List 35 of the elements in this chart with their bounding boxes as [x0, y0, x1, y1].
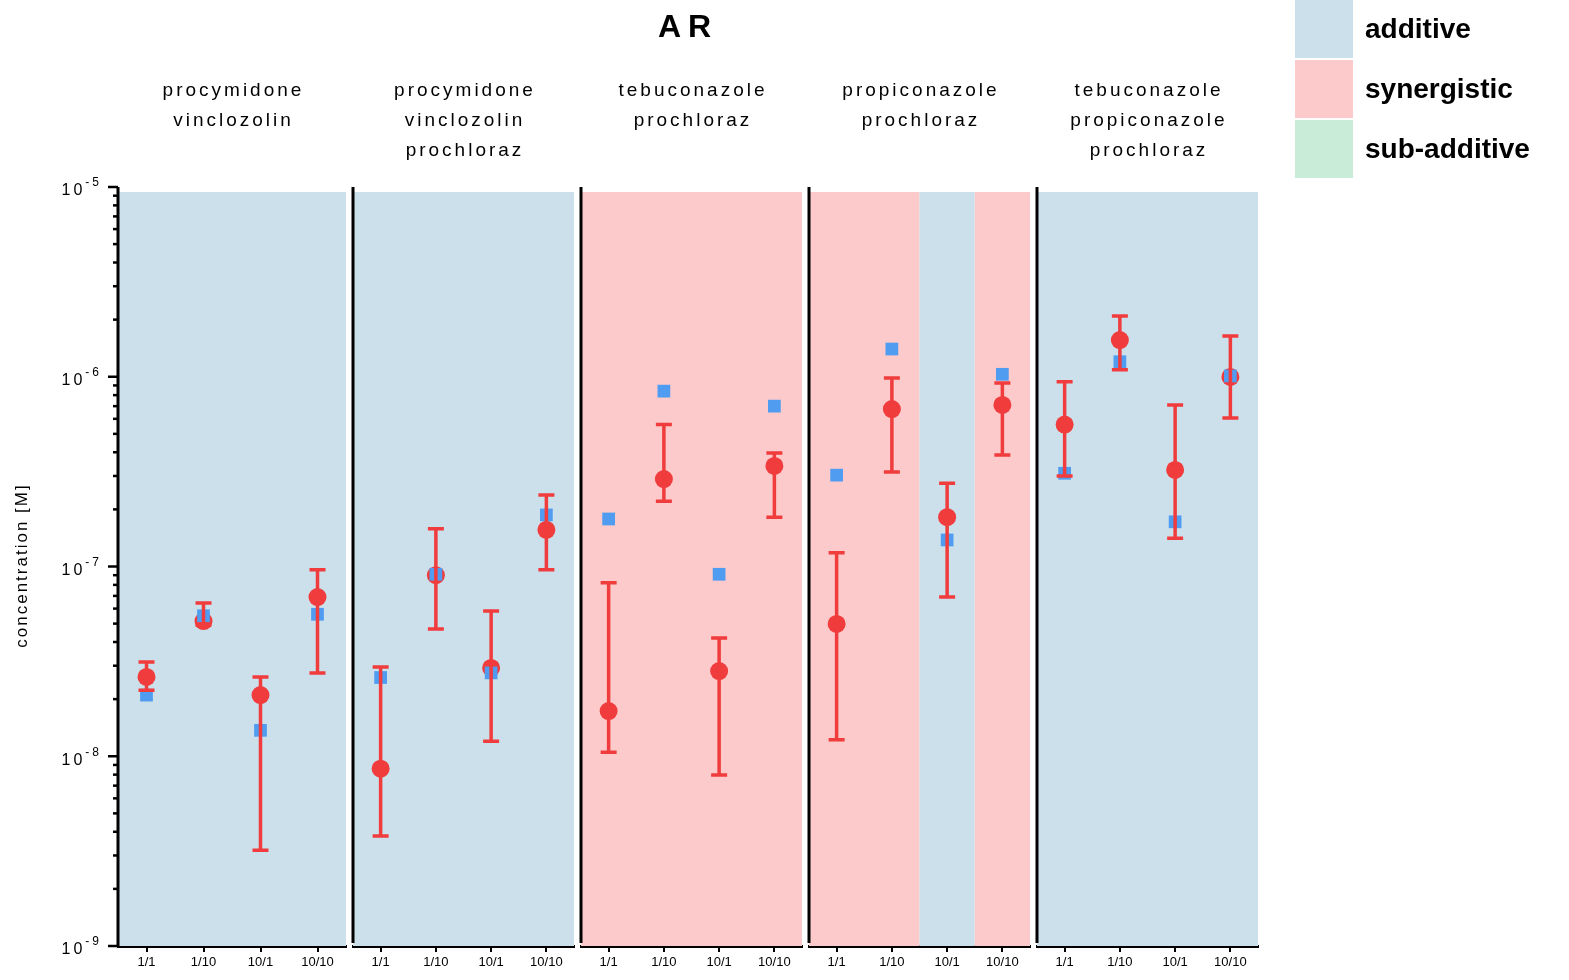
- chart-subtitle: procymidone vinclozolin: [162, 79, 305, 131]
- y-axis-title: concentration [M]: [11, 483, 31, 648]
- x-tick-label: 1/1: [1055, 954, 1074, 970]
- x-tick-label: 10/1: [706, 954, 732, 970]
- x-tick-label: 10/10: [986, 954, 1019, 970]
- chart-subtitle: procymidone vinclozolin prochloraz: [394, 79, 536, 161]
- x-tick-label: 10/1: [247, 954, 274, 970]
- x-tick-label: 1/10: [423, 954, 449, 970]
- point: [996, 367, 1009, 381]
- legend-label: additive: [1365, 13, 1471, 45]
- x-tick-label: 1/10: [190, 954, 217, 970]
- legend-label: synergistic: [1365, 73, 1513, 105]
- x-tick-label: 10/10: [758, 954, 791, 970]
- x-tick-label: 1/1: [827, 954, 846, 970]
- x-tick-label: 10/1: [478, 954, 504, 970]
- chart-subtitle: tebuconazole prochloraz: [618, 79, 768, 131]
- x-tick-label: 10/10: [1214, 954, 1247, 970]
- x-tick-label: 10/1: [934, 954, 960, 970]
- point: [830, 468, 843, 482]
- x-tick-label: 1/1: [599, 954, 618, 970]
- x-tick-label: 10/10: [530, 954, 563, 970]
- x-tick-label: 1/10: [651, 954, 677, 970]
- x-tick-label: 10/10: [301, 954, 334, 970]
- point: [768, 399, 781, 413]
- x-tick-label: 10/1: [1162, 954, 1188, 970]
- chart-subtitle: tebuconazole propiconazole prochloraz: [1070, 79, 1228, 161]
- legend-label: sub-additive: [1365, 133, 1530, 165]
- point: [712, 567, 726, 581]
- chart-subtitle: propiconazole prochloraz: [842, 79, 1000, 131]
- x-tick-label: 1/10: [1107, 954, 1133, 970]
- x-tick-label: 1/1: [371, 954, 390, 970]
- x-tick-label: 1/1: [137, 954, 156, 970]
- point: [602, 512, 615, 526]
- x-tick-label: 1/10: [879, 954, 905, 970]
- chart-title: AR: [656, 8, 720, 45]
